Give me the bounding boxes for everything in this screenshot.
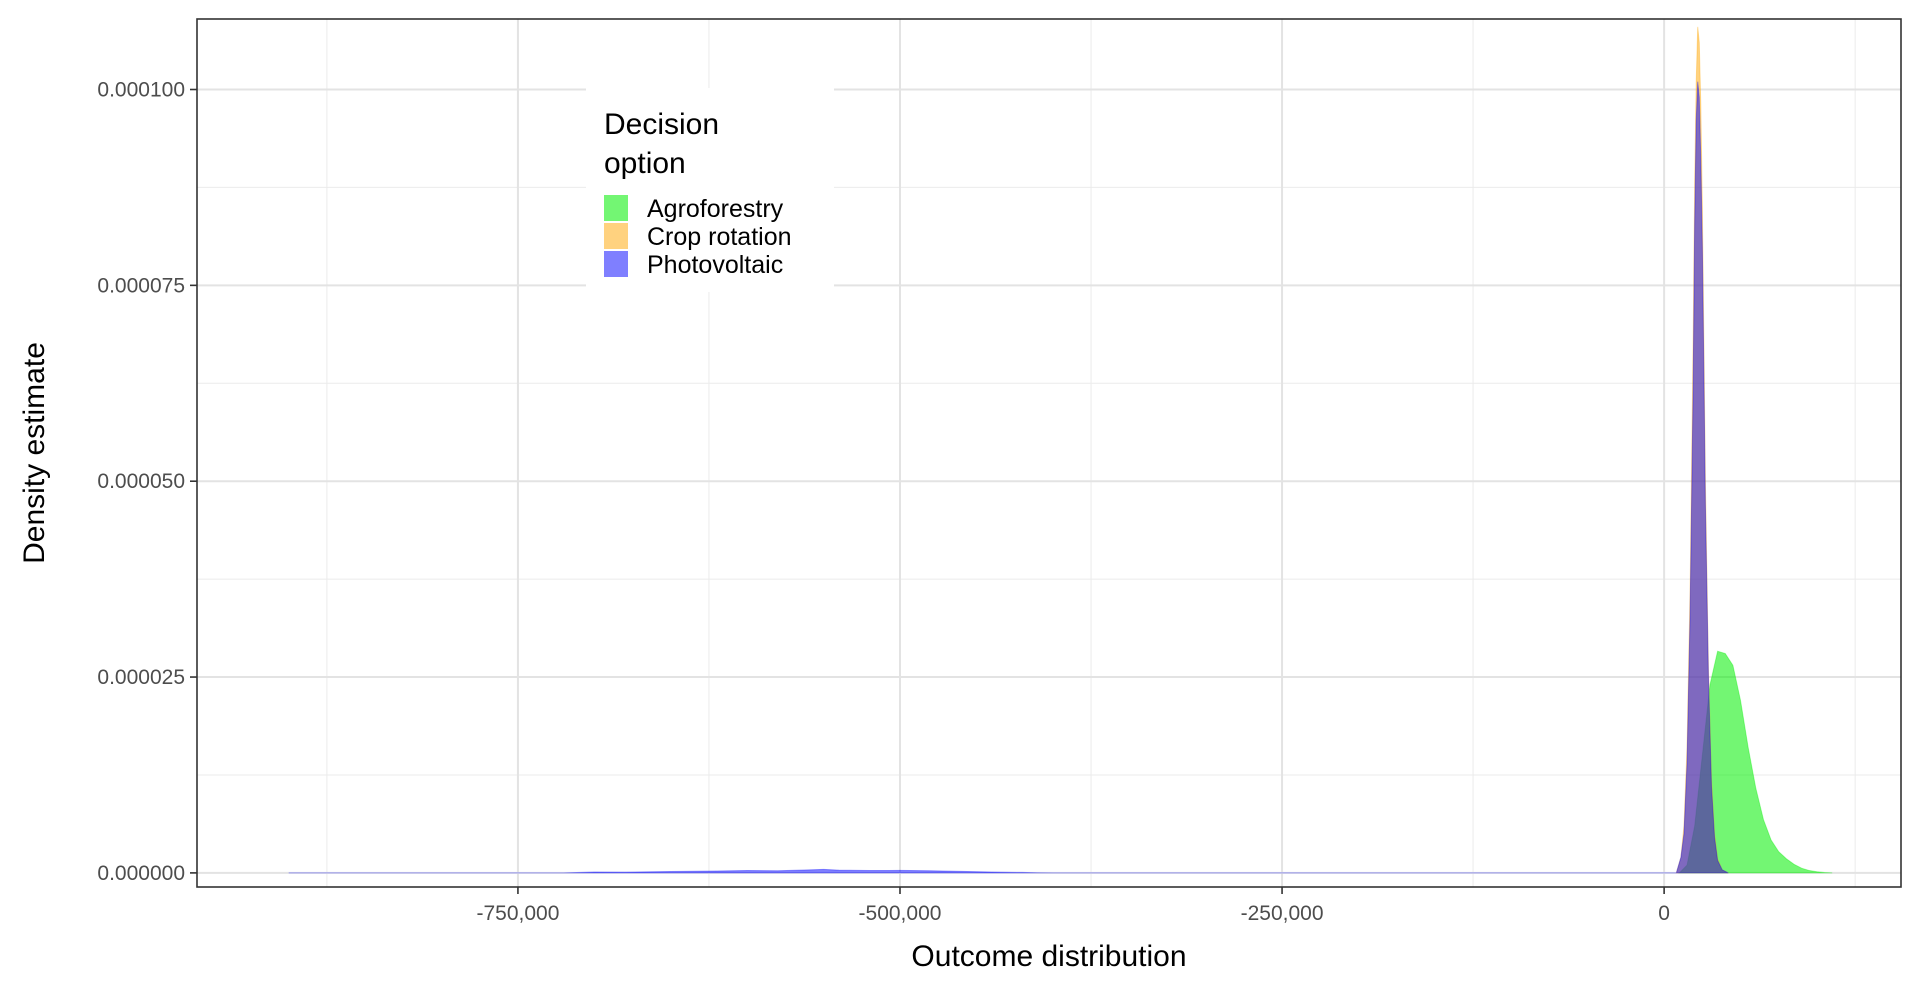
- density-area-photovoltaic: [288, 81, 1729, 874]
- legend-key-photovoltaic: [604, 251, 628, 277]
- y-tick-label: 0.000025: [97, 666, 185, 689]
- legend-label-photovoltaic: Photovoltaic: [647, 251, 783, 279]
- y-tick-label: 0.000000: [97, 862, 185, 885]
- x-axis-title: Outcome distribution: [911, 940, 1186, 973]
- y-axis-title: Density estimate: [18, 342, 51, 564]
- plot-panel-border: [196, 18, 1902, 888]
- legend-key-agroforestry: [604, 195, 628, 221]
- legend-title-line-1: Decision: [604, 108, 719, 141]
- x-tick-label: -500,000: [859, 902, 942, 925]
- x-tick-label: -750,000: [476, 902, 559, 925]
- y-tick-label: 0.000075: [97, 274, 185, 297]
- x-tick-label: 0: [1658, 902, 1670, 925]
- x-tick-label: -250,000: [1241, 902, 1324, 925]
- y-axis: 0.000000 0.000025 0.000050 0.000075 0.000100: [97, 79, 197, 885]
- legend-title-line-2: option: [604, 147, 686, 180]
- y-tick-label: 0.000100: [97, 79, 185, 102]
- legend-label-agroforestry: Agroforestry: [647, 195, 784, 223]
- legend-label-crop-rotation: Crop rotation: [647, 223, 792, 251]
- x-axis: -750,000 -500,000 -250,000 0: [476, 887, 1670, 925]
- plot-background: [197, 19, 1901, 887]
- y-tick-label: 0.000050: [97, 470, 185, 493]
- legend-key-crop-rotation: [604, 223, 628, 249]
- density-areas: [288, 26, 1833, 874]
